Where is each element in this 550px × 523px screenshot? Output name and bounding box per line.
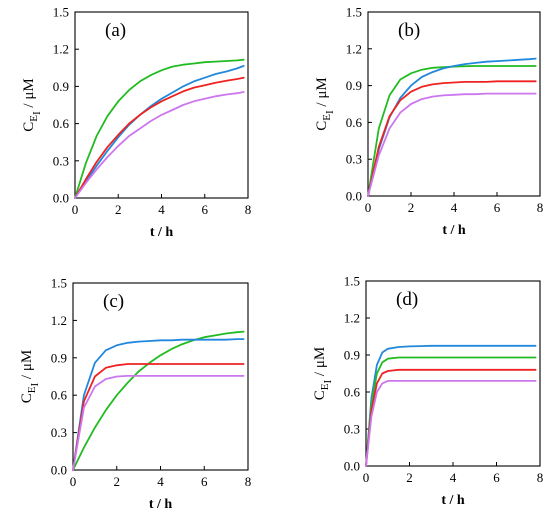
series-line xyxy=(367,57,537,197)
y-tick-label: 1.2 xyxy=(344,311,360,326)
series-line xyxy=(72,363,245,471)
y-tick-label: 1.2 xyxy=(346,41,362,56)
series-line xyxy=(74,76,245,199)
x-tick-label: 2 xyxy=(408,200,415,215)
y-tick-label: 0.0 xyxy=(51,463,67,478)
y-tick-label: 1.5 xyxy=(344,274,360,289)
x-tick-label: 2 xyxy=(115,202,122,217)
y-tick-label: 0.3 xyxy=(51,425,67,440)
x-tick-label: 0 xyxy=(72,202,79,217)
panel-label: (d) xyxy=(396,289,418,310)
y-tick-label: 0.9 xyxy=(344,348,360,363)
panel-label: (b) xyxy=(398,20,420,41)
x-axis-label: t / h xyxy=(441,493,465,508)
series-line xyxy=(72,375,245,471)
series-line xyxy=(365,356,537,467)
y-tick-label: 0.6 xyxy=(346,115,363,130)
y-tick-label: 0.6 xyxy=(344,385,361,400)
chart-panel: 0 2 4 6 8 0.0 0.3 0.6 0.9 1.2 1.5 (c) t / h CEI / μM xyxy=(19,276,251,513)
y-tick-label: 1.2 xyxy=(51,313,67,328)
chart-panel: 0 2 4 6 8 0.0 0.3 0.6 0.9 1.2 1.5 (d) t / h CEI / μM xyxy=(312,274,543,509)
y-tick-label: 0.3 xyxy=(344,422,360,437)
x-axis-label: t / h xyxy=(150,225,174,240)
y-tick-label: 0.0 xyxy=(344,459,360,474)
x-tick-label: 6 xyxy=(493,470,500,485)
x-tick-label: 4 xyxy=(158,202,165,217)
y-axis-label: CEI / μM xyxy=(312,347,334,400)
chart-panel: 0 2 4 6 8 0.0 0.3 0.6 0.9 1.2 1.5 (a) t / h CEI / μM xyxy=(21,5,251,241)
x-axis-label: t / h xyxy=(442,223,466,238)
x-tick-label: 8 xyxy=(537,200,544,215)
y-tick-label: 0.0 xyxy=(53,191,69,206)
series-line xyxy=(365,380,537,467)
series-line xyxy=(72,330,245,471)
series-line xyxy=(74,91,245,199)
y-tick-label: 0.9 xyxy=(53,79,69,94)
x-tick-label: 2 xyxy=(114,474,121,489)
panel-label: (a) xyxy=(105,20,126,41)
series-line xyxy=(367,92,537,197)
x-tick-label: 0 xyxy=(70,474,77,489)
series-line xyxy=(74,65,245,199)
x-tick-label: 6 xyxy=(201,474,208,489)
x-tick-label: 6 xyxy=(494,200,501,215)
y-axis-label: CEI / μM xyxy=(21,78,43,131)
x-tick-label: 0 xyxy=(363,470,370,485)
x-tick-label: 2 xyxy=(406,470,413,485)
x-tick-label: 8 xyxy=(245,202,252,217)
y-tick-label: 0.6 xyxy=(51,388,68,403)
x-tick-label: 8 xyxy=(245,474,252,489)
y-tick-label: 0.9 xyxy=(346,78,362,93)
plot-frame xyxy=(367,11,541,197)
series-line xyxy=(72,338,245,471)
series-line xyxy=(367,65,537,197)
x-tick-label: 4 xyxy=(451,200,458,215)
x-tick-label: 4 xyxy=(450,470,457,485)
chart-panel: 0 2 4 6 8 0.0 0.3 0.6 0.9 1.2 1.5 (b) t / h CEI / μM xyxy=(314,5,543,239)
y-tick-label: 1.5 xyxy=(51,276,67,291)
y-tick-label: 0.0 xyxy=(346,189,362,204)
series-line xyxy=(367,80,537,197)
y-tick-label: 1.5 xyxy=(53,5,69,20)
plot-frame xyxy=(74,11,249,199)
series-line xyxy=(74,58,245,199)
series-line xyxy=(365,344,537,467)
y-tick-label: 1.5 xyxy=(346,5,362,20)
x-tick-label: 8 xyxy=(537,470,544,485)
y-axis-label: CEI / μM xyxy=(19,350,41,403)
y-tick-label: 0.3 xyxy=(53,153,69,168)
y-tick-label: 0.9 xyxy=(51,350,67,365)
y-tick-label: 1.2 xyxy=(53,42,69,57)
x-axis-label: t / h xyxy=(149,497,173,512)
x-tick-label: 6 xyxy=(202,202,209,217)
series-line xyxy=(365,368,537,467)
x-tick-label: 0 xyxy=(365,200,372,215)
x-tick-label: 4 xyxy=(157,474,164,489)
plot-frame xyxy=(365,280,541,467)
y-tick-label: 0.3 xyxy=(346,152,362,167)
y-tick-label: 0.6 xyxy=(53,116,70,131)
y-axis-label: CEI / μM xyxy=(314,77,336,130)
panel-label: (c) xyxy=(103,291,124,312)
